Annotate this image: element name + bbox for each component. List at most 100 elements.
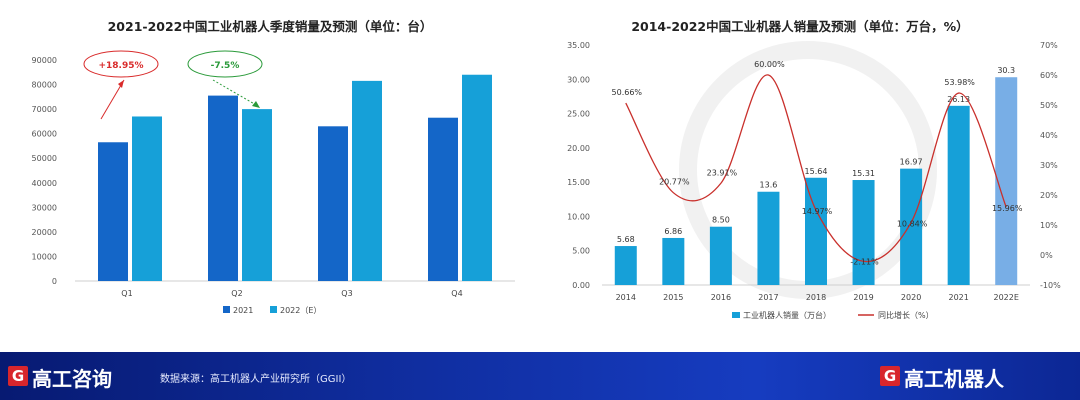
x-tick-label: 2020: [901, 293, 921, 302]
data-source-note: 数据来源：高工机器人产业研究所（GGII）: [160, 374, 352, 385]
x-tick-label: Q1: [121, 289, 132, 298]
growth-line: [625, 74, 1007, 263]
x-tick-label: Q4: [451, 289, 462, 298]
annotation-label: +18.95%: [98, 61, 143, 71]
bar-2022（E）-Q4: [462, 74, 492, 281]
gg-robot-logo-text: 高工机器人: [904, 367, 1004, 391]
bar-data-label: 15.31: [852, 169, 875, 178]
y-right-tick-label: 40%: [1040, 131, 1058, 140]
x-tick-label: 2018: [806, 293, 826, 302]
y-tick-label: 40000: [32, 179, 57, 188]
y-left-tick-label: 10.00: [567, 212, 590, 221]
y-tick-label: 10000: [32, 252, 57, 261]
bar-data-label: 30.3: [997, 66, 1015, 75]
legend-label: 2022（E）: [280, 306, 321, 315]
bar-sales-2017: [757, 191, 780, 285]
x-tick-label: 2021: [948, 293, 968, 302]
annotation-ellipse: [83, 50, 159, 78]
y-left-tick-label: 35.00: [567, 41, 590, 50]
legend-label: 同比增长（%）: [878, 310, 934, 320]
y-tick-label: 30000: [32, 203, 57, 212]
y-right-tick-label: 60%: [1040, 71, 1058, 80]
bar-2021-Q1: [98, 142, 128, 281]
growth-data-label: 20.77%: [659, 178, 690, 187]
growth-data-label: 60.00%: [754, 60, 785, 69]
bar-sales-2015: [662, 237, 685, 285]
bar-sales-2022E: [995, 77, 1018, 285]
bar-2022（E）-Q3: [352, 80, 382, 281]
growth-data-label: -2.11%: [850, 257, 879, 266]
y-right-tick-label: -10%: [1040, 281, 1061, 290]
x-tick-label: 2017: [758, 293, 778, 302]
y-right-tick-label: 0%: [1040, 251, 1053, 260]
bar-data-label: 6.86: [664, 227, 682, 236]
y-right-tick-label: 50%: [1040, 101, 1058, 110]
bar-2021-Q3: [318, 126, 348, 281]
bar-sales-2020: [900, 168, 923, 285]
bar-sales-2018: [805, 177, 827, 285]
bar-data-label: 13.6: [760, 181, 778, 190]
legend-swatch: [223, 306, 230, 313]
bar-2021-Q4: [428, 117, 458, 281]
footer-banner: G 高工咨询 数据来源：高工机器人产业研究所（GGII） G 高工机器人: [0, 352, 1080, 400]
bar-sales-2014: [614, 246, 637, 285]
annotation-arrowhead: [252, 101, 260, 108]
y-left-tick-label: 15.00: [567, 178, 590, 187]
growth-data-label: 14.97%: [802, 207, 833, 216]
bar-2022（E）-Q2: [242, 109, 272, 281]
legend-label: 工业机器人销量（万台）: [743, 310, 831, 320]
y-tick-label: 60000: [32, 130, 57, 139]
y-left-tick-label: 0.00: [572, 281, 590, 290]
bar-data-label: 16.97: [900, 158, 923, 167]
bar-2022（E）-Q1: [132, 116, 162, 281]
y-left-tick-label: 20.00: [567, 144, 590, 153]
legend-swatch: [270, 306, 277, 313]
y-tick-label: 20000: [32, 228, 57, 237]
bar-sales-2019: [852, 180, 875, 285]
growth-data-label: 50.66%: [612, 88, 643, 97]
annotation-arrow: [100, 79, 125, 120]
x-tick-label: 2015: [663, 293, 683, 302]
annotation-label: -7.5%: [211, 61, 240, 71]
x-tick-label: 2022E: [994, 293, 1019, 302]
y-tick-label: 90000: [32, 56, 57, 65]
annotation-arrowhead: [118, 80, 124, 88]
gg-consulting-logo-icon: G: [8, 366, 28, 386]
annotation-arrow: [212, 79, 259, 107]
quarterly-sales-chart: 0 10000 20000 30000 40000 50000 60000 70000 8000…: [32, 50, 515, 315]
annotation-ellipse: [187, 50, 263, 78]
growth-data-label: 53.98%: [944, 78, 975, 87]
y-left-tick-label: 30.00: [567, 75, 590, 84]
x-tick-label: 2019: [853, 293, 873, 302]
x-tick-label: Q3: [341, 289, 352, 298]
bar-data-label: 5.68: [617, 235, 635, 244]
right-chart-title: 2014-2022中国工业机器人销量及预测（单位：万台，%）: [631, 19, 969, 34]
y-right-tick-label: 30%: [1040, 161, 1058, 170]
bar-sales-2016: [709, 226, 732, 285]
bar-2021-Q2: [208, 95, 238, 281]
watermark-ring: [679, 41, 937, 299]
gg-consulting-logo-text: 高工咨询: [32, 367, 112, 391]
x-tick-label: 2014: [616, 293, 636, 302]
y-right-tick-label: 10%: [1040, 221, 1058, 230]
bar-data-label: 8.50: [712, 216, 730, 225]
bar-sales-2021: [947, 105, 970, 285]
y-right-tick-label: 70%: [1040, 41, 1058, 50]
growth-data-label: 23.91%: [707, 168, 738, 177]
bar-data-label: 26.13: [947, 95, 970, 104]
legend-swatch: [732, 312, 740, 318]
growth-data-label: 15.96%: [992, 204, 1023, 213]
x-tick-label: 2016: [711, 293, 731, 302]
y-right-tick-label: 20%: [1040, 191, 1058, 200]
y-tick-label: 0: [52, 277, 57, 286]
legend-label: 2021: [233, 306, 253, 315]
y-tick-label: 70000: [32, 105, 57, 114]
annual-sales-chart: 0.00 5.00 10.00 15.00 20.00 25.00 30.00 35.00 -1…: [567, 41, 1061, 320]
gg-robot-logo-icon: G: [880, 366, 900, 386]
y-left-tick-label: 25.00: [567, 110, 590, 119]
growth-data-label: 10.84%: [897, 219, 928, 228]
y-tick-label: 80000: [32, 81, 57, 90]
left-chart-title: 2021-2022中国工业机器人季度销量及预测（单位：台）: [107, 19, 433, 34]
bar-data-label: 15.64: [805, 167, 828, 176]
